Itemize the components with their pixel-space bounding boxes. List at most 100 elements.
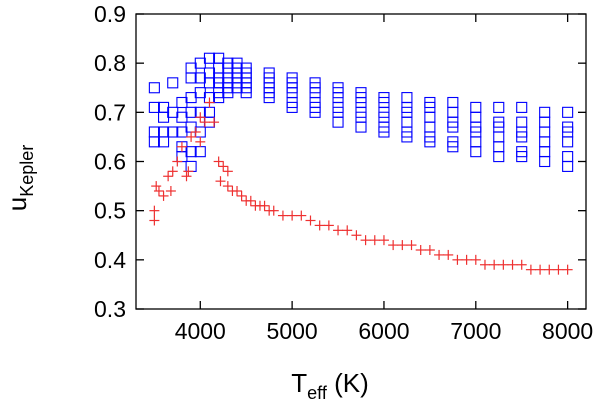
square-point [148,101,160,113]
plus-point [183,166,194,177]
square-point [562,136,574,148]
plus-point [544,264,555,275]
square-point [516,131,528,143]
square-point [516,151,528,163]
plus-point [434,249,445,260]
square-point [194,87,206,99]
square-point [213,52,225,64]
plus-point [259,200,270,211]
plus-point [461,254,472,265]
square-point [447,141,459,153]
plus-point [167,166,178,177]
square-point [493,101,505,113]
plus-point [222,181,233,192]
plus-point [195,112,206,123]
square-point [424,111,436,123]
plus-point [443,249,454,260]
square-point [332,116,344,128]
plus-point [378,235,389,246]
plus-point [181,171,192,182]
square-point [167,106,179,118]
square-point [176,111,188,123]
plus-point [195,136,206,147]
y-tick-label: 0.9 [94,1,126,27]
square-point [158,136,170,148]
plus-point [397,240,408,251]
square-point [562,151,574,163]
x-axis-label: Teff (K) [291,368,368,402]
x-tick-label: 4000 [175,318,226,344]
square-point [539,155,551,168]
square-point [240,87,252,99]
square-point [470,136,482,148]
plus-point [424,245,435,255]
square-point [286,101,298,113]
plus-point [236,190,247,201]
plus-point [470,254,481,265]
plus-point [215,176,226,187]
plus-point [165,186,176,196]
square-point [447,96,459,109]
square-point [185,62,197,74]
square-point [493,141,505,153]
plus-point [163,171,174,182]
square-point [309,106,321,118]
square-point [148,126,160,138]
square-point [203,77,216,89]
square-point [185,121,197,133]
plus-point [314,220,325,231]
square-point [493,131,505,143]
square-point [194,72,206,84]
plus-point [149,205,160,216]
square-point [355,121,367,133]
plus-point [149,215,160,226]
plus-point [268,205,279,216]
plus-point [218,161,229,172]
plus-point [489,259,500,270]
square-point [424,121,436,133]
x-tick-label: 5000 [267,318,318,344]
square-point [176,151,188,163]
square-point [516,101,528,113]
y-axis-label: uKepler [2,145,37,212]
square-point [447,106,459,118]
square-point [203,52,216,64]
square-point [203,67,216,79]
plus-point [323,220,334,231]
y-tick-label: 0.7 [94,99,126,125]
plus-point [305,215,316,226]
tick-labels: 4000 5000 6000 7000 8000 0.3 0.4 0.5 0.6 0.7 0.8 0.… [94,1,593,344]
square-point [539,106,551,118]
plus-point [562,264,573,275]
square-point [401,131,413,143]
plus-point [153,186,164,196]
plus-point [498,259,509,270]
square-point [401,116,413,128]
square-point [539,146,551,158]
plus-point [277,210,288,221]
x-tick-label: 7000 [450,318,501,344]
data-points [148,52,574,275]
square-point [539,116,551,128]
square-point [562,106,574,118]
plus-point [351,230,362,241]
plus-point [209,117,220,128]
plus-point [406,240,417,251]
plus-point [369,235,380,246]
square-point [185,92,197,104]
square-point [447,121,459,133]
square-point [176,126,188,138]
plus-point [507,259,518,270]
square-point [378,126,390,138]
plus-point [245,195,256,206]
square-point [470,146,482,158]
plus-point [553,264,564,275]
plus-point [222,166,233,177]
square-point [148,82,160,94]
square-point [158,101,170,113]
square-point [167,126,179,138]
square-point [185,72,197,84]
plus-point [388,240,399,251]
square-point [203,106,216,118]
